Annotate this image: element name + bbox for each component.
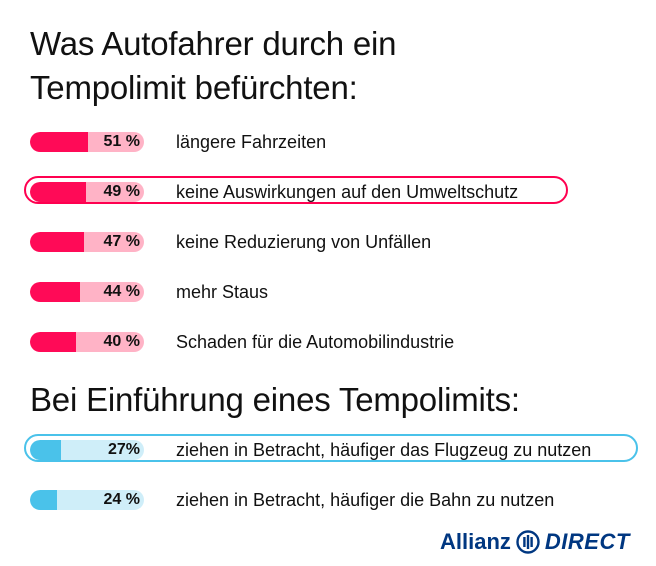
bar-value-label: 47 % bbox=[103, 233, 140, 250]
bar-value-label: 27% bbox=[107, 441, 140, 458]
bar-fill bbox=[30, 490, 57, 510]
bar-fill bbox=[30, 132, 88, 152]
bar-track bbox=[30, 132, 144, 152]
bar-row: 51 % längere Fahrzeiten bbox=[0, 126, 656, 156]
chart-title-fears: Was Autofahrer durch ein Tempolimit befü… bbox=[30, 22, 397, 110]
bar-value-label: 44 % bbox=[103, 283, 140, 300]
bar-value-label: 24 % bbox=[103, 491, 140, 508]
bar-track bbox=[30, 182, 144, 202]
chart-title-line-1: Was Autofahrer durch ein bbox=[30, 25, 397, 62]
bar-category-label: ziehen in Betracht, häufiger das Flugzeu… bbox=[176, 440, 592, 460]
bar-category-label: Schaden für die Automobilindustrie bbox=[176, 332, 455, 352]
bar-row: 44 % mehr Staus bbox=[0, 276, 656, 306]
chart-title-behaviour: Bei Einführung eines Tempolimits: bbox=[30, 381, 520, 418]
bar-track bbox=[30, 332, 144, 352]
bar-category-label: längere Fahrzeiten bbox=[176, 132, 327, 152]
bar-category-label: keine Reduzierung von Unfällen bbox=[176, 232, 432, 252]
highlight-outline bbox=[24, 434, 638, 462]
logo-brand-text: Allianz bbox=[440, 529, 511, 554]
allianz-direct-logo: Allianz DIRECT bbox=[440, 528, 630, 556]
bar-category-label: ziehen in Betracht, häufiger die Bahn zu… bbox=[176, 490, 555, 510]
bar-row: 27% ziehen in Betracht, häufiger das Flug… bbox=[0, 434, 656, 464]
bar-fill bbox=[30, 440, 61, 460]
bar-fill bbox=[30, 182, 86, 202]
bar-row: 49 % keine Auswirkungen auf den Umweltsch… bbox=[0, 176, 656, 206]
bar-track bbox=[30, 440, 144, 460]
bar-value-label: 49 % bbox=[103, 183, 140, 200]
bar-category-label: keine Auswirkungen auf den Umweltschutz bbox=[176, 182, 519, 202]
logo-product-text: DIRECT bbox=[544, 529, 630, 554]
bar-fill bbox=[30, 282, 80, 302]
highlight-outline bbox=[24, 176, 568, 204]
allianz-eagle-icon bbox=[516, 530, 540, 554]
bar-row: 40 % Schaden für die Automobilindustrie bbox=[0, 326, 656, 356]
bar-row: 47 % keine Reduzierung von Unfällen bbox=[0, 226, 656, 256]
bar-track bbox=[30, 232, 144, 252]
chart-title-line-2: Tempolimit befürchten: bbox=[30, 69, 358, 106]
bar-track bbox=[30, 282, 144, 302]
bar-value-label: 40 % bbox=[103, 333, 140, 350]
bar-fill bbox=[30, 332, 76, 352]
bar-value-label: 51 % bbox=[103, 133, 140, 150]
bar-row: 24 % ziehen in Betracht, häufiger die Bah… bbox=[0, 484, 656, 514]
bar-fill bbox=[30, 232, 84, 252]
bar-track bbox=[30, 490, 144, 510]
bar-category-label: mehr Staus bbox=[176, 282, 269, 302]
